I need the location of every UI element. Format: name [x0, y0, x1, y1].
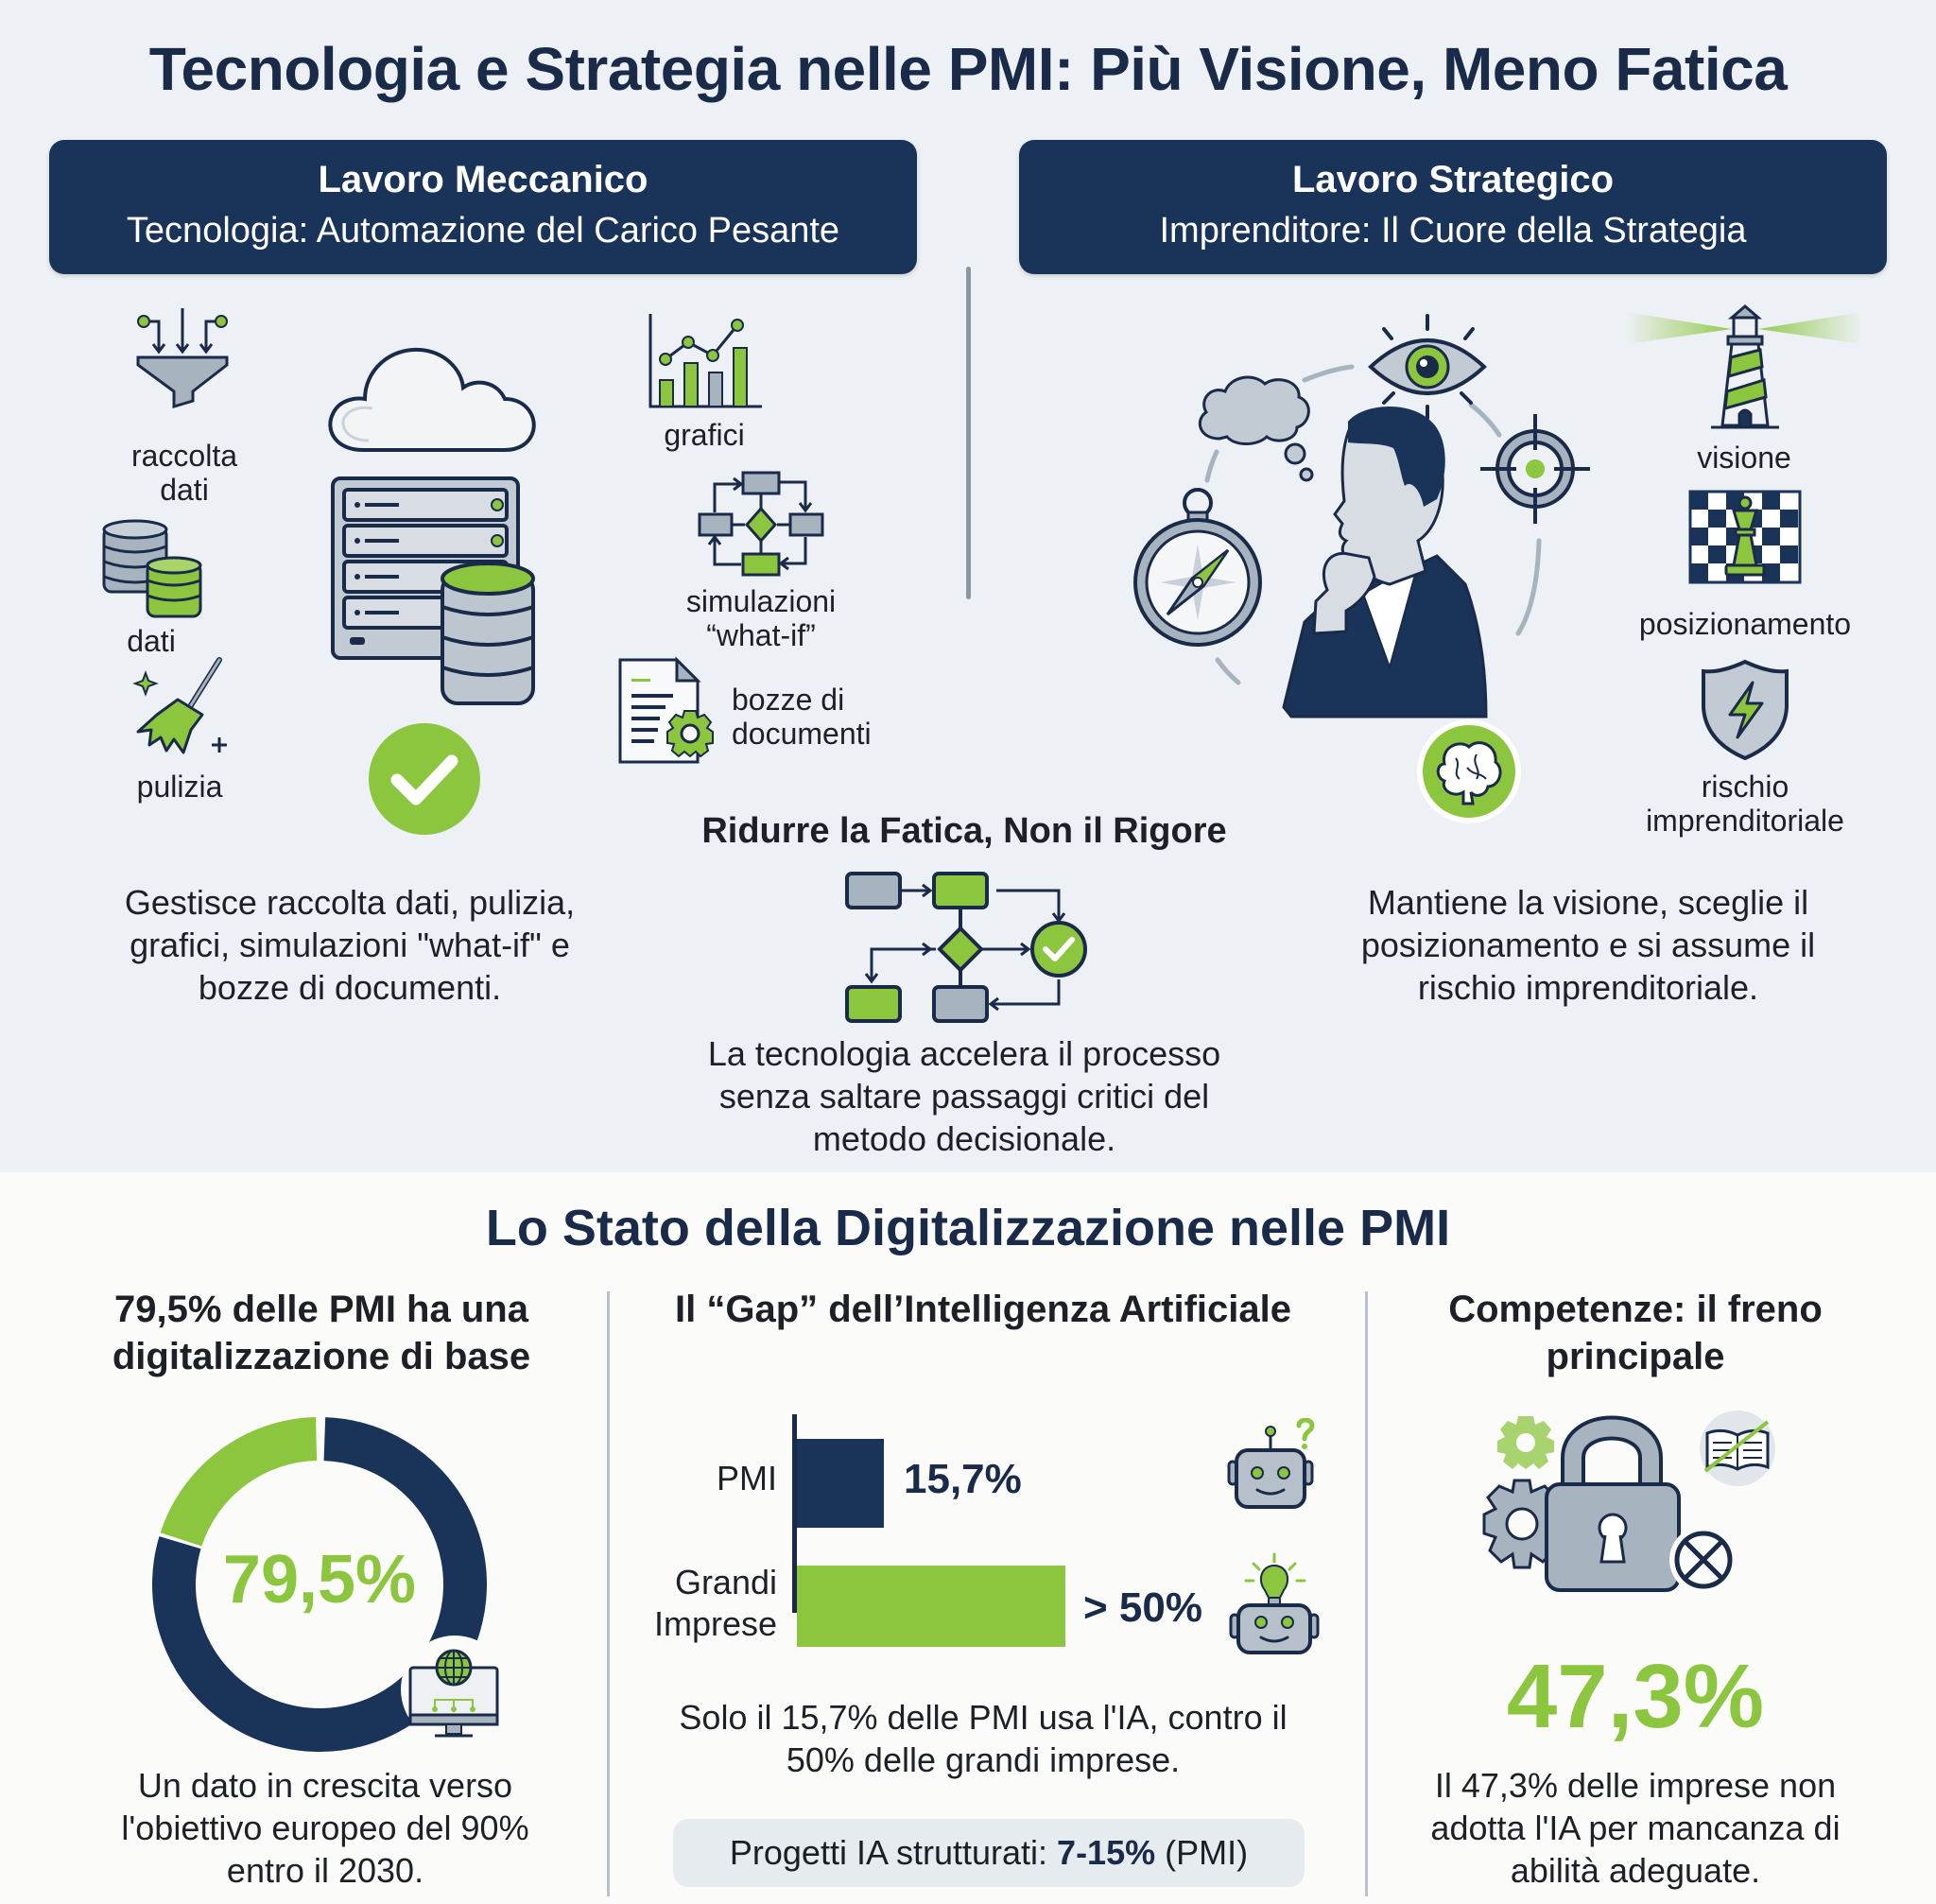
bar-label-pmi: PMI — [716, 1459, 777, 1497]
section-title: Lo Stato della Digitalizzazione nelle PM… — [485, 1200, 1451, 1256]
skills-big-value: 47,3% — [1506, 1646, 1765, 1747]
bar-pmi — [797, 1439, 884, 1528]
target-icon — [1480, 414, 1590, 524]
item-label-bozze: bozze di documenti — [732, 683, 872, 751]
item-label-raccolta-dati: raccolta dati — [130, 439, 238, 507]
item-label-simulazioni: simulazioni “what-if” — [685, 584, 837, 652]
pill-suffix: (PMI) — [1155, 1833, 1249, 1872]
document-gear-icon — [616, 656, 720, 766]
strategic-header: Lavoro Strategico Imprenditore: Il Cuore… — [1019, 140, 1887, 274]
pill-prefix: Progetti IA strutturati: — [729, 1833, 1058, 1872]
bar-axis — [792, 1414, 797, 1613]
item-label-rischio: rischio imprenditoriale — [1646, 770, 1844, 838]
mechanical-subtitle: Tecnologia: Automazione del Carico Pesan… — [126, 211, 840, 251]
mechanical-header: Lavoro Meccanico Tecnologia: Automazione… — [49, 140, 917, 274]
gear-icon — [1497, 1416, 1554, 1469]
eye-icon — [1368, 314, 1487, 420]
column-divider — [607, 1291, 610, 1896]
page-title: Tecnologia e Strategia nelle PMI: Più Vi… — [148, 35, 1788, 103]
x-circle-icon — [1669, 1526, 1737, 1594]
item-label-pulizia: pulizia — [136, 770, 223, 804]
robot-question-icon — [1225, 1418, 1320, 1513]
robot-idea-icon — [1229, 1552, 1323, 1656]
bar-value-pmi: 15,7% — [904, 1456, 1022, 1502]
item-label-grafici: grafici — [664, 418, 745, 452]
checkmark-icon — [369, 723, 480, 835]
broom-icon — [129, 652, 233, 766]
database-icon — [100, 518, 204, 622]
flowchart-cycle-icon — [698, 471, 826, 577]
item-label-visione: visione — [1697, 441, 1791, 475]
structured-ai-projects-pill: Progetti IA strutturati: 7-15% (PMI) — [673, 1819, 1305, 1887]
monitor-globe-icon — [401, 1636, 509, 1743]
strategic-illustration — [1115, 301, 1626, 830]
middle-heading: Ridurre la Fatica, Non il Rigore — [701, 811, 1227, 851]
strategic-title: Lavoro Strategico — [1291, 159, 1615, 200]
padlock-icon — [1471, 1409, 1792, 1598]
mechanical-description: Gestisce raccolta dati, pulizia, grafici… — [124, 883, 576, 1007]
item-label-posizionamento: posizionamento — [1638, 607, 1852, 641]
middle-description: La tecnologia accelera il processo senza… — [707, 1034, 1221, 1158]
col2-title: Il “Gap” dell’Intelligenza Artificiale — [675, 1289, 1291, 1330]
bar-value-grandi-imprese: > 50% — [1083, 1584, 1202, 1631]
strategic-description: Mantiene la visione, sceglie il posizion… — [1360, 883, 1816, 1007]
column-divider — [966, 267, 971, 599]
bar-label-grandi-imprese: Grandi Imprese — [653, 1563, 777, 1643]
lighthouse-icon — [1626, 301, 1862, 433]
thinking-person-icon — [1282, 407, 1488, 718]
col2-description: Solo il 15,7% delle PMI usa l'IA, contro… — [679, 1698, 1288, 1779]
funnel-icon — [130, 304, 234, 408]
item-label-dati: dati — [127, 624, 176, 658]
col1-description: Un dato in crescita verso l'obiettivo eu… — [121, 1766, 529, 1890]
col1-title: 79,5% delle PMI ha una digitalizzazione … — [112, 1289, 531, 1377]
pill-value: 7-15% — [1057, 1833, 1156, 1872]
digitalization-donut-chart — [149, 1414, 490, 1755]
donut-center-value: 79,5% — [222, 1542, 417, 1618]
mechanical-title: Lavoro Meccanico — [318, 159, 648, 200]
book-icon — [1700, 1411, 1775, 1486]
process-flow-icon — [843, 870, 1093, 1025]
brain-icon — [1417, 719, 1521, 823]
chart-icon — [647, 312, 764, 410]
cloud-icon — [321, 337, 539, 459]
thought-cloud-icon — [1198, 375, 1314, 482]
strategic-subtitle: Imprenditore: Il Cuore della Strategia — [1159, 211, 1747, 251]
col3-title: Competenze: il freno principale — [1448, 1289, 1823, 1377]
compass-icon — [1133, 488, 1262, 647]
bar-grandi-imprese — [797, 1566, 1065, 1647]
server-icon — [329, 475, 539, 711]
column-divider — [1365, 1291, 1368, 1896]
chess-icon — [1688, 490, 1802, 584]
shield-bolt-icon — [1698, 658, 1792, 762]
col3-description: Il 47,3% delle imprese non adotta l'IA p… — [1430, 1766, 1841, 1890]
